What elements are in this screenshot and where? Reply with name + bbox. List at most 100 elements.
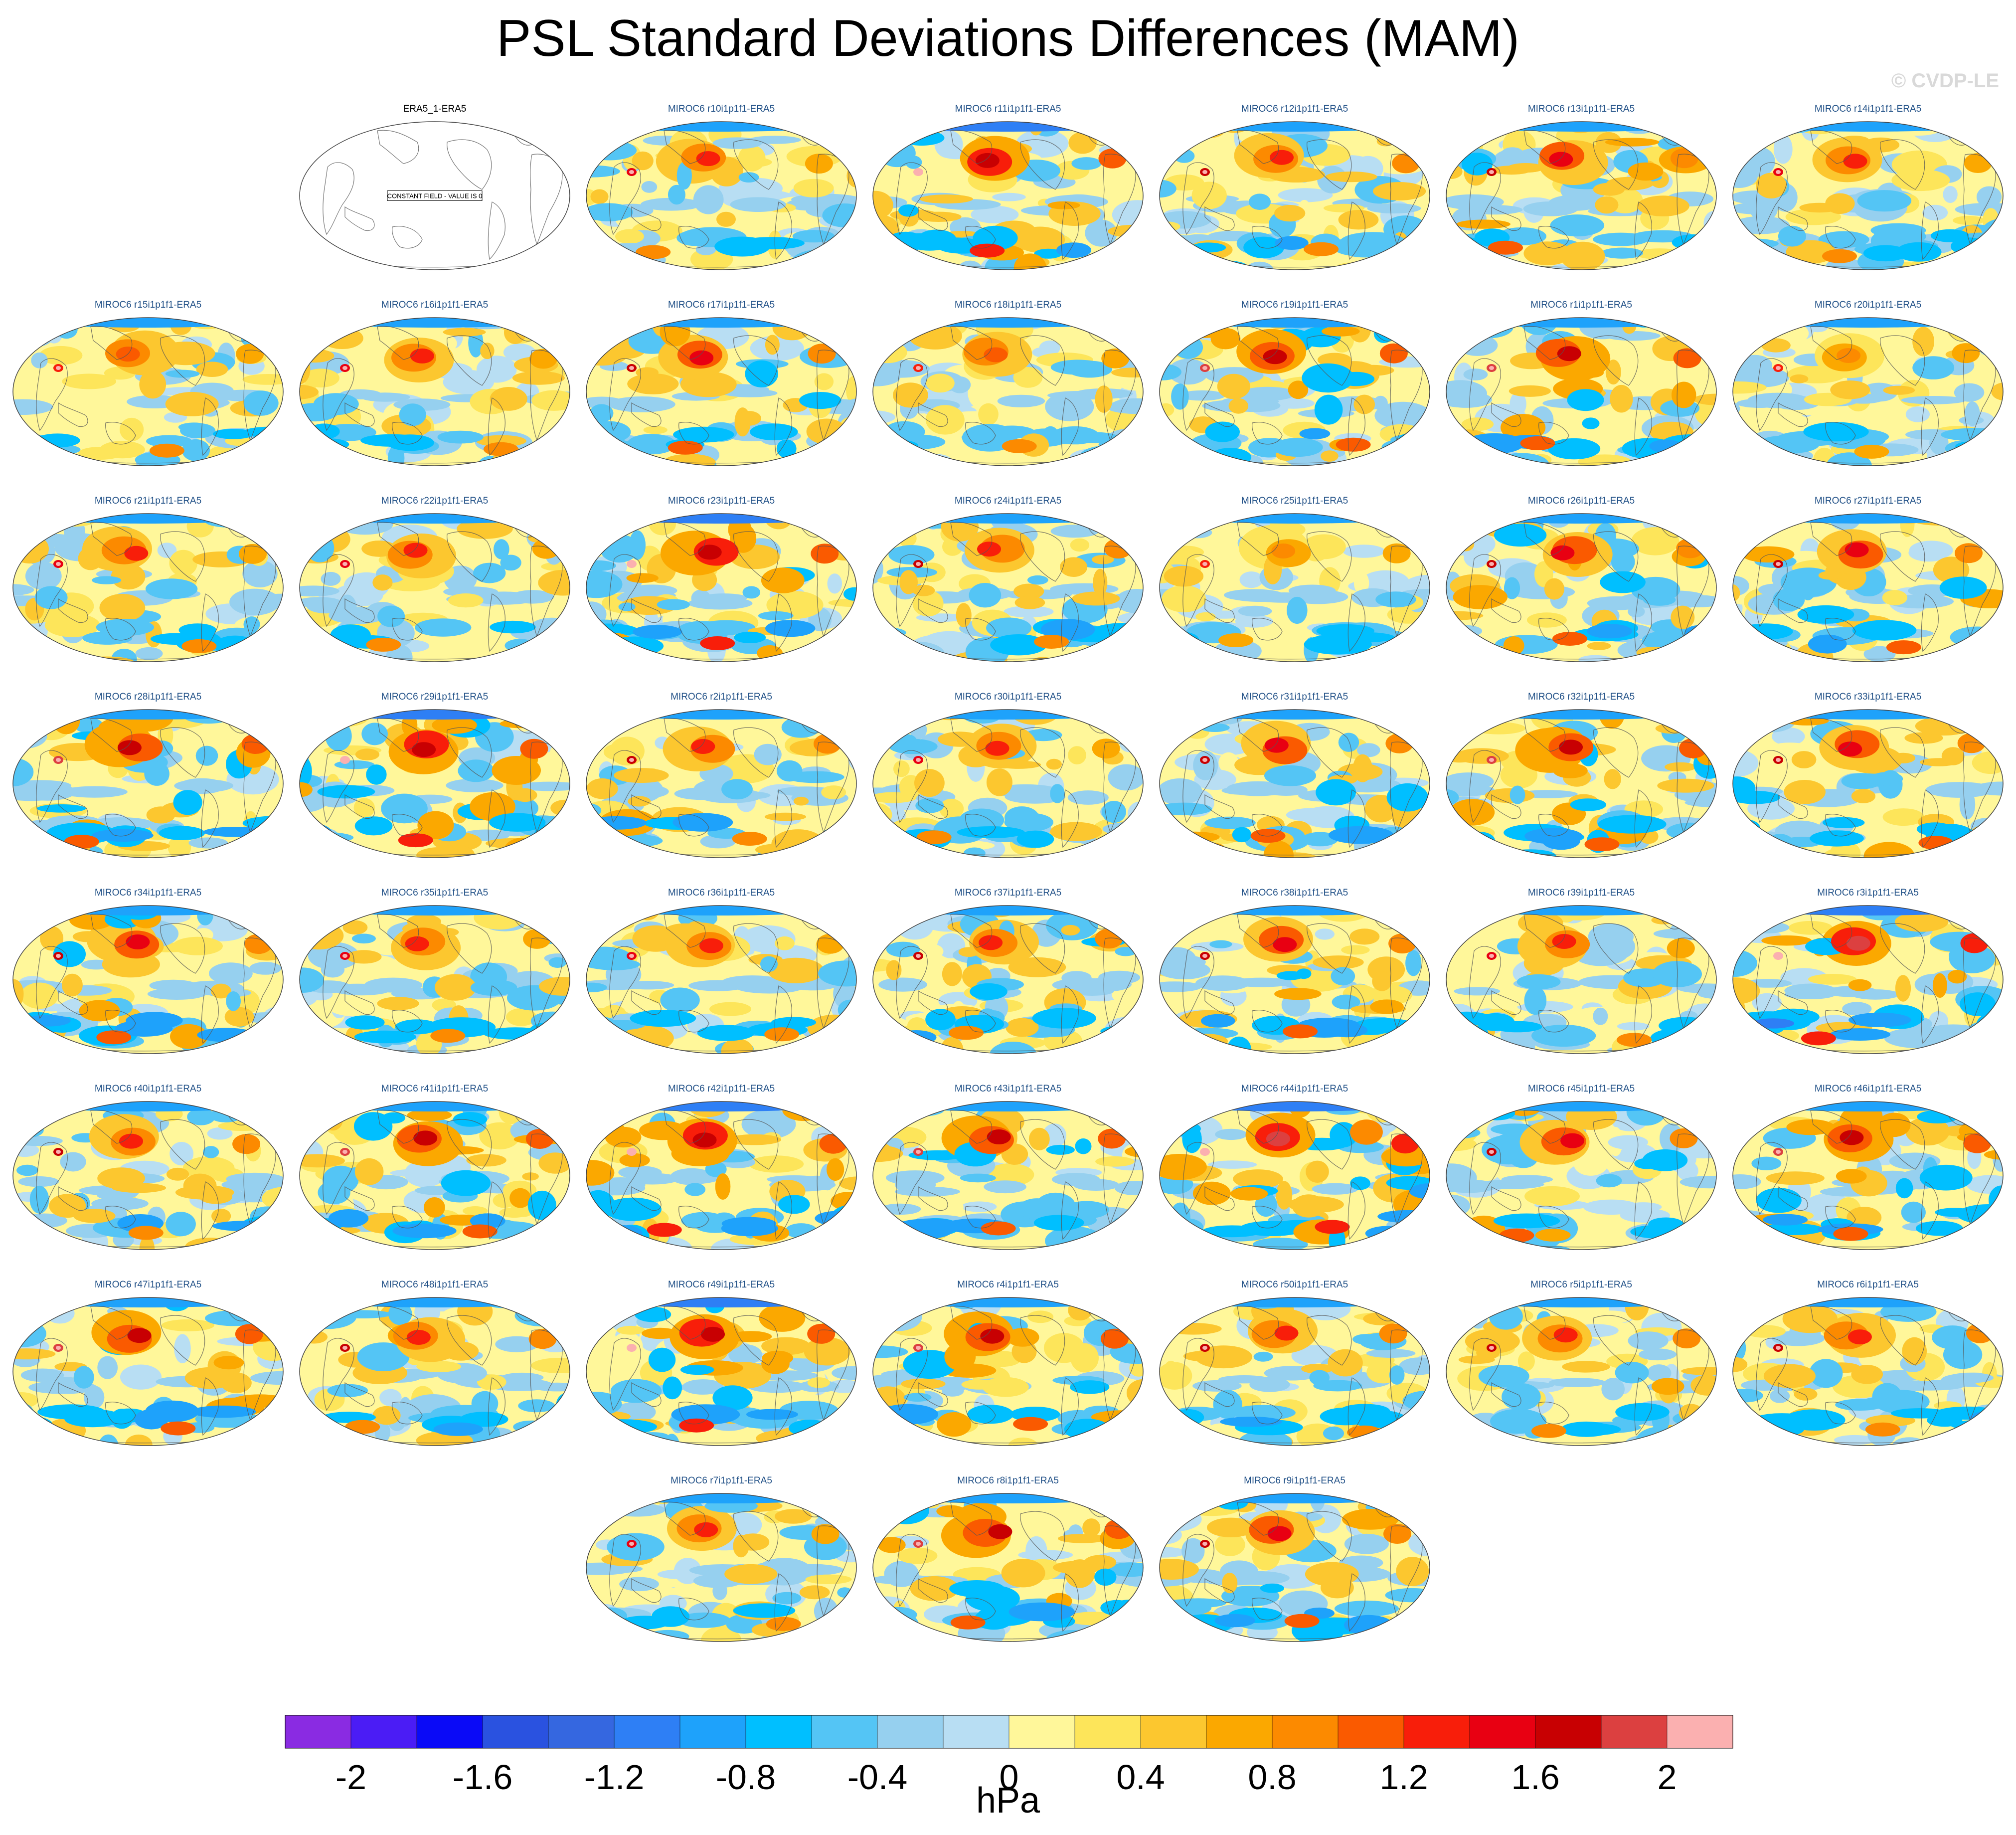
field-contour (172, 936, 223, 955)
field-contour (1489, 758, 1494, 762)
field-contour (165, 392, 219, 416)
panel-title: MIROC6 r2i1p1f1-ERA5 (671, 692, 772, 702)
field-contour (807, 1377, 830, 1388)
field-contour (97, 1356, 118, 1379)
coastline (1756, 750, 1788, 823)
field-contour (728, 1344, 762, 1365)
field-contour (891, 254, 923, 270)
field-contour (1446, 326, 1473, 350)
field-contour (1446, 1040, 1472, 1054)
field-contour (1316, 779, 1356, 806)
field-contour (721, 1038, 754, 1054)
coastline (1921, 397, 1939, 456)
field-contour (814, 373, 834, 390)
field-contour (1338, 733, 1359, 752)
map-outline (872, 905, 1144, 1054)
panel-title: MIROC6 r29i1p1f1-ERA5 (381, 692, 488, 702)
field-contour (586, 778, 618, 799)
field-contour (478, 456, 505, 466)
map-field (586, 122, 856, 270)
field-contour (886, 960, 902, 980)
field-contour (360, 392, 410, 402)
field-contour (1160, 514, 1184, 529)
field-contour (13, 757, 34, 787)
panel-title: MIROC6 r20i1p1f1-ERA5 (1815, 300, 1921, 310)
field-contour (1752, 1018, 1795, 1029)
field-contour (1446, 789, 1459, 806)
panel-title: MIROC6 r42i1p1f1-ERA5 (668, 1084, 775, 1094)
coastline (1634, 1181, 1652, 1240)
field-contour (1201, 1014, 1235, 1028)
field-contour (1215, 1128, 1247, 1140)
field-contour (1733, 1174, 1761, 1189)
field-contour (13, 1101, 283, 1111)
field-contour (890, 1101, 943, 1110)
field-contour (13, 534, 49, 564)
field-contour (1616, 358, 1639, 377)
field-contour (616, 1431, 654, 1446)
coastline (896, 554, 928, 627)
field-contour (629, 954, 634, 958)
coastline (1307, 727, 1352, 778)
field-contour (56, 758, 61, 762)
map-outline (1159, 709, 1430, 858)
field-contour (300, 638, 346, 662)
field-contour (1105, 1016, 1143, 1041)
field-contour (300, 906, 348, 931)
field-contour (62, 373, 117, 389)
map-panel: MIROC6 r27i1p1f1-ERA5 (1732, 496, 2004, 662)
field-contour (1896, 454, 1941, 466)
field-contour (1570, 798, 1607, 811)
field-contour (1963, 1133, 1992, 1153)
field-contour (1472, 722, 1526, 734)
field-contour (406, 1330, 431, 1345)
field-contour (1249, 193, 1271, 210)
coastline (1593, 727, 1639, 778)
field-contour (1826, 452, 1872, 466)
field-contour (1593, 183, 1625, 196)
field-contour (300, 921, 344, 950)
field-contour (346, 950, 382, 964)
map-outline (586, 709, 857, 858)
field-contour (586, 816, 647, 830)
field-contour (1773, 134, 1793, 164)
field-contour (13, 1415, 53, 1434)
field-contour (382, 1112, 405, 1124)
field-contour (229, 588, 280, 615)
field-contour (990, 634, 1047, 656)
field-contour (730, 197, 786, 212)
field-contour (942, 537, 963, 556)
field-contour (793, 179, 834, 197)
field-contour (1574, 1153, 1608, 1176)
field-contour (586, 165, 620, 178)
field-contour (224, 1007, 254, 1027)
field-contour (873, 1345, 908, 1358)
coastline (36, 750, 68, 823)
field-contour (1125, 1145, 1143, 1158)
field-contour (308, 423, 340, 439)
coastline (950, 718, 993, 752)
field-contour (1548, 1378, 1606, 1387)
field-contour (1478, 1365, 1529, 1388)
field-contour (1446, 329, 1493, 348)
coastline (1523, 718, 1566, 752)
field-contour (1318, 1393, 1349, 1402)
coastline (1778, 1186, 1808, 1211)
field-contour (873, 1297, 1143, 1307)
map-panel: MIROC6 r2i1p1f1-ERA5 (586, 692, 857, 858)
field-contour (1605, 138, 1660, 147)
field-contour (1160, 514, 1430, 524)
field-contour (190, 1405, 256, 1418)
field-contour (1788, 920, 1833, 935)
field-contour (1050, 525, 1099, 538)
field-contour (1070, 1380, 1110, 1394)
field-contour (1544, 578, 1564, 600)
coastline (965, 422, 996, 445)
field-contour (1777, 159, 1811, 178)
field-contour (1973, 450, 2003, 465)
coastline (1020, 139, 1065, 190)
field-contour (1760, 644, 1801, 660)
map-outline (872, 1101, 1144, 1250)
field-contour (1889, 1238, 1908, 1250)
coastline (160, 1315, 205, 1366)
